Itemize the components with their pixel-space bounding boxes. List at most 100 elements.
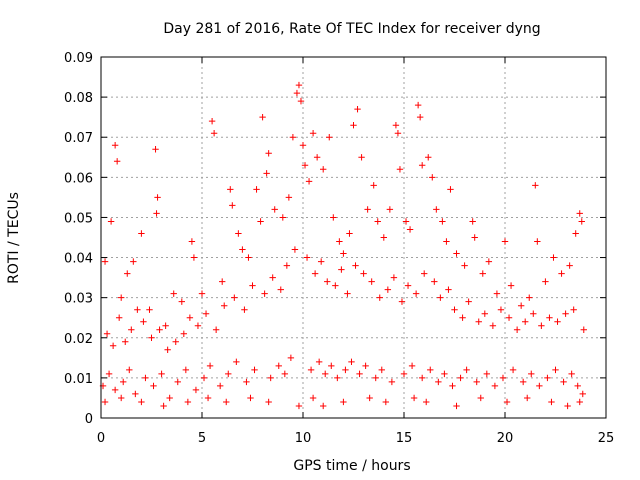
data-point: [200, 374, 208, 382]
data-point: [249, 282, 256, 289]
data-point: [241, 306, 248, 313]
data-point: [386, 206, 394, 213]
data-point: [398, 298, 406, 305]
data-point: [532, 182, 539, 189]
data-point: [281, 370, 289, 378]
data-point: [326, 134, 333, 141]
data-point: [479, 270, 486, 277]
data-point: [251, 366, 258, 374]
data-point: [382, 398, 390, 406]
data-point: [418, 374, 426, 382]
data-point: [271, 206, 278, 213]
data-point: [287, 354, 295, 362]
data-point: [481, 310, 488, 317]
y-tick-label: 0.01: [64, 372, 93, 387]
data-point: [109, 342, 117, 349]
data-point: [128, 326, 135, 333]
data-point: [433, 206, 440, 213]
chart-title: Day 281 of 2016, Rate Of TEC Index for r…: [163, 21, 540, 37]
data-point: [396, 166, 404, 173]
data-point: [156, 326, 163, 333]
data-point: [348, 358, 355, 366]
data-point: [453, 402, 460, 410]
data-point: [293, 89, 301, 97]
data-point: [202, 310, 210, 317]
data-point: [259, 113, 266, 121]
data-point: [231, 294, 238, 301]
data-point: [277, 286, 284, 293]
data-point: [534, 238, 541, 245]
data-point: [457, 374, 464, 382]
data-point: [140, 318, 147, 325]
data-point: [166, 394, 173, 402]
data-point: [513, 326, 521, 333]
data-point: [138, 398, 145, 406]
data-point: [285, 194, 293, 201]
data-point: [206, 362, 214, 370]
data-point: [509, 366, 517, 374]
data-point: [491, 382, 499, 390]
data-point: [475, 318, 482, 325]
data-point: [505, 314, 513, 321]
data-point: [499, 374, 507, 382]
data-point: [328, 362, 335, 370]
data-point: [132, 390, 139, 398]
data-point: [378, 366, 385, 374]
data-point: [536, 382, 543, 390]
data-point: [364, 206, 371, 213]
y-tick-label: 0.09: [64, 51, 93, 66]
data-point: [552, 366, 559, 374]
data-point: [374, 218, 381, 225]
data-point: [289, 134, 297, 141]
data-point: [130, 258, 137, 265]
y-axis-label: ROTI / TECUs: [6, 192, 22, 284]
data-point: [528, 370, 535, 378]
data-point: [410, 394, 418, 402]
data-point: [576, 210, 583, 217]
data-point: [307, 366, 315, 374]
data-point: [336, 238, 343, 245]
data-point: [164, 346, 171, 354]
data-point: [435, 378, 442, 386]
data-point: [111, 142, 119, 149]
data-point: [566, 262, 573, 269]
data-point: [402, 218, 410, 225]
data-point: [334, 374, 341, 382]
data-point: [408, 362, 416, 370]
data-point: [267, 374, 274, 382]
data-point: [350, 121, 357, 129]
data-point: [223, 398, 230, 406]
data-point: [421, 270, 428, 277]
data-point: [358, 154, 365, 161]
data-point: [461, 262, 468, 269]
data-point: [406, 226, 414, 233]
data-point: [134, 306, 141, 313]
data-point: [182, 366, 190, 374]
data-point: [579, 390, 586, 398]
data-point: [550, 254, 557, 261]
data-point: [473, 378, 480, 386]
data-point: [105, 370, 113, 378]
data-point: [190, 254, 198, 261]
data-point: [578, 218, 585, 225]
data-point: [243, 378, 250, 386]
data-point: [239, 246, 246, 253]
data-point: [317, 258, 325, 265]
data-point: [538, 322, 545, 329]
data-point: [227, 186, 234, 193]
data-point: [263, 170, 270, 177]
data-point: [269, 274, 276, 281]
data-point: [340, 398, 347, 406]
data-point: [235, 230, 242, 237]
data-point: [118, 394, 125, 402]
data-point: [158, 370, 165, 378]
data-point: [570, 306, 577, 313]
data-point: [279, 214, 286, 221]
data-point: [572, 230, 579, 237]
data-point: [107, 218, 115, 225]
data-point: [138, 230, 145, 237]
data-point: [404, 282, 412, 289]
data-point: [423, 398, 430, 406]
data-point: [390, 274, 398, 281]
